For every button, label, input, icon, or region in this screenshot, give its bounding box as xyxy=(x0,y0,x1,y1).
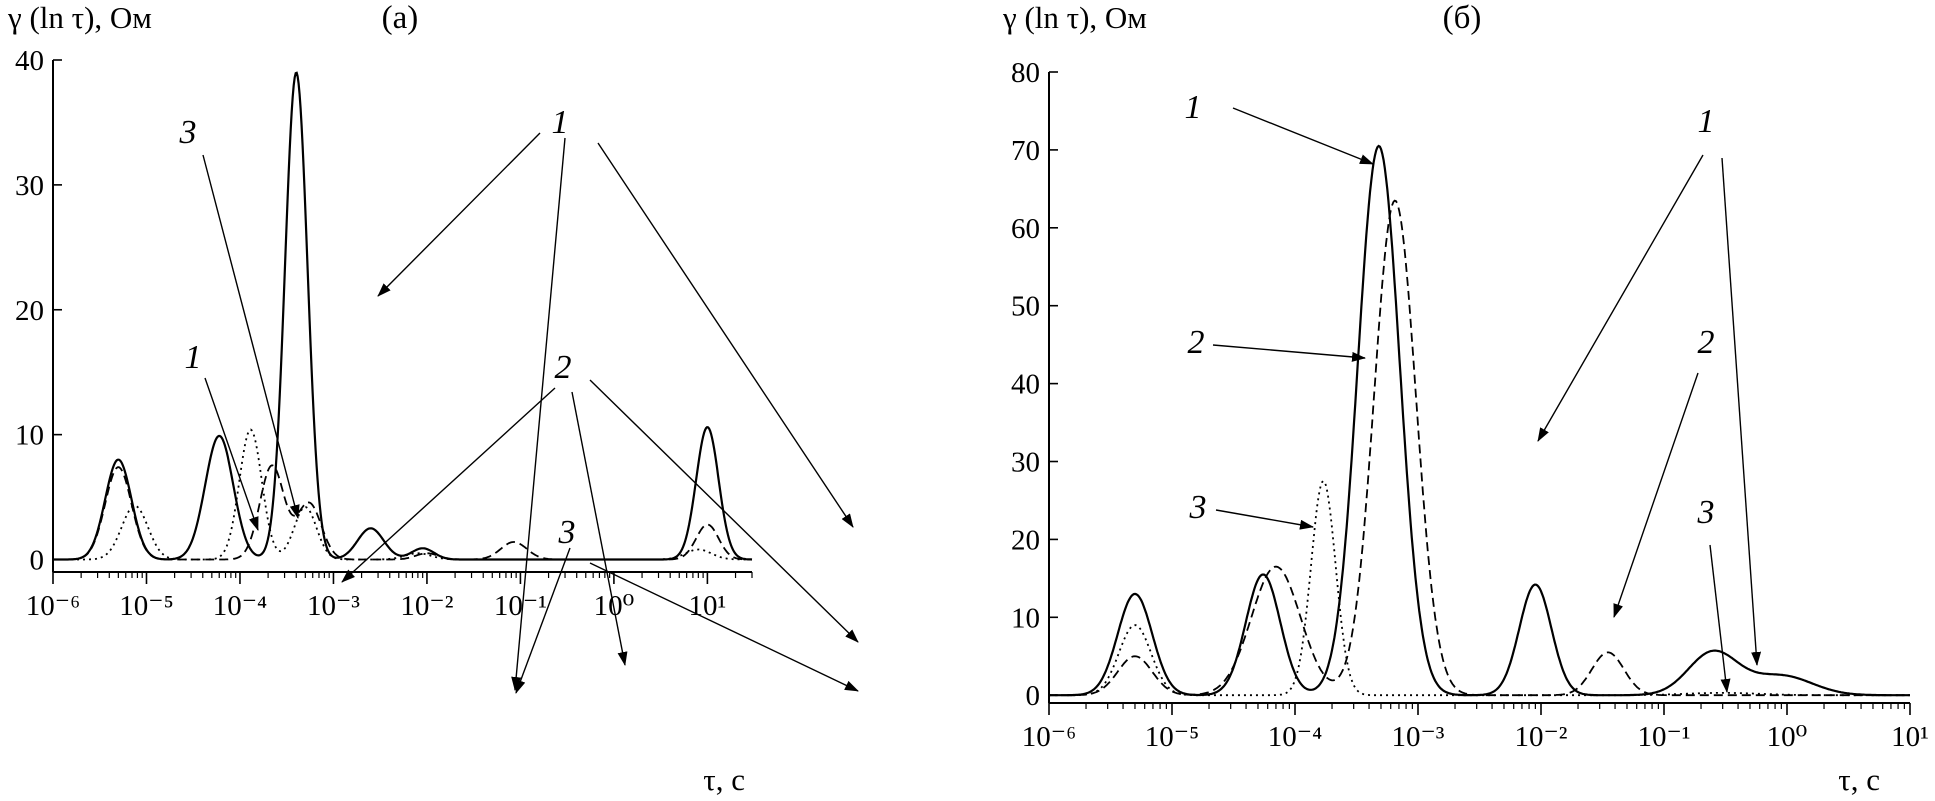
y-tick-label: 10 xyxy=(15,420,44,452)
x-tick-label: 10¹ xyxy=(1891,721,1929,753)
y-tick-label: 0 xyxy=(30,545,45,577)
x-tick-label: 10⁻² xyxy=(400,590,453,622)
annotation-arrow xyxy=(1215,509,1314,530)
series-annotation-label: 3 xyxy=(1189,489,1207,526)
x-tick-label: 10⁻¹ xyxy=(494,590,547,622)
chart-panel-1: 01020304010⁻⁶10⁻⁵10⁻⁴10⁻³10⁻²10⁻¹10⁰10¹γ… xyxy=(7,0,859,797)
annotation-arrow xyxy=(202,154,300,519)
annotation-arrow xyxy=(597,142,854,528)
chart-panel-2: 0 10 20 30 40 50 60 70 80 10⁻⁶ 10⁻⁵ 10⁻⁴ 10⁻³ 10⁻² 10⁻… xyxy=(1002,0,1929,797)
y-tick-label: 30 xyxy=(1011,447,1040,479)
x-tick-label: 10⁻² xyxy=(1514,721,1567,753)
series-annotation-label: 2 xyxy=(1698,324,1715,361)
annotation-arrow xyxy=(589,379,859,643)
x-tick-label: 10⁻⁶ xyxy=(1022,721,1076,753)
x-axis-label: τ, c xyxy=(703,762,745,797)
y-tick-label: 40 xyxy=(1011,369,1040,401)
x-tick-label: 10⁻⁶ xyxy=(26,590,80,622)
x-tick-label: 10⁻⁴ xyxy=(1268,721,1322,753)
x-tick-label: 10⁻⁵ xyxy=(1145,721,1199,753)
x-tick-label: 10⁰ xyxy=(1767,721,1808,753)
y-tick-label: 40 xyxy=(15,45,44,77)
series-1-solid-line xyxy=(53,71,753,561)
panel-label: (a) xyxy=(382,0,419,36)
series-2-dashed-line xyxy=(53,464,752,561)
series-annotation-label: 3 xyxy=(558,514,576,551)
x-axis-label: τ, c xyxy=(1838,762,1880,797)
y-tick-label: 60 xyxy=(1011,213,1040,245)
x-tick-label: 10¹ xyxy=(689,590,727,622)
annotation-arrow xyxy=(1709,544,1731,693)
annotation-arrow xyxy=(1613,372,1699,618)
annotation-arrow xyxy=(589,562,859,692)
panel-label: (б) xyxy=(1443,0,1482,36)
series-annotation-label: 2 xyxy=(555,349,572,386)
x-tick-label: 10⁻¹ xyxy=(1637,721,1690,753)
y-tick-label: 10 xyxy=(1011,602,1040,634)
annotation-arrow xyxy=(1232,107,1374,165)
series-1-solid-line xyxy=(1049,144,1910,697)
y-tick-label: 20 xyxy=(15,295,44,327)
annotation-arrow xyxy=(1212,344,1366,362)
x-tick-label: 10⁻³ xyxy=(307,590,360,622)
x-tick-label: 10⁻³ xyxy=(1391,721,1444,753)
annotation-arrow xyxy=(341,387,556,583)
series-annotation-label: 3 xyxy=(179,114,197,151)
y-tick-label: 0 xyxy=(1026,680,1041,712)
series-annotation-label: 1 xyxy=(1698,103,1715,140)
series-2-dashed-line xyxy=(1049,199,1910,697)
y-tick-label: 80 xyxy=(1011,57,1040,89)
y-tick-label: 20 xyxy=(1011,524,1040,556)
x-tick-label: 10⁻⁴ xyxy=(213,590,267,622)
series-3-dotted-line xyxy=(53,428,752,561)
annotation-arrow xyxy=(1537,154,1704,442)
annotation-arrow xyxy=(1721,157,1762,666)
y-tick-label: 50 xyxy=(1011,291,1040,323)
y-axis-label: γ (ln τ), Ом xyxy=(1002,0,1147,35)
y-tick-label: 30 xyxy=(15,170,44,202)
series-annotation-label: 1 xyxy=(1185,89,1202,126)
series-annotation-label: 1 xyxy=(185,339,202,376)
y-tick-label: 70 xyxy=(1011,135,1040,167)
series-annotation-label: 1 xyxy=(552,104,569,141)
annotation-arrow xyxy=(204,377,259,531)
annotation-arrow xyxy=(515,547,571,694)
x-tick-label: 10⁻⁵ xyxy=(119,590,173,622)
annotation-arrow xyxy=(571,391,628,666)
y-axis-label: γ (ln τ), Ом xyxy=(7,0,152,35)
annotation-arrow xyxy=(377,132,541,297)
series-annotation-label: 2 xyxy=(1188,324,1205,361)
series-annotation-label: 3 xyxy=(1697,494,1715,531)
series-3-dotted-line xyxy=(1049,479,1910,697)
annotation-arrow xyxy=(511,137,566,691)
